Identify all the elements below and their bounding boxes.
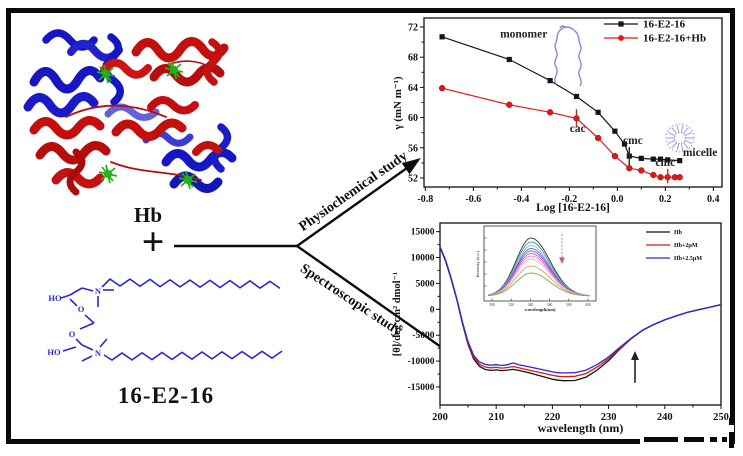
inset-x-tick: 340 xyxy=(528,303,534,307)
annotation-cac: cac xyxy=(570,123,586,135)
surfactant-structure-image: HO O N O HO N xyxy=(47,277,283,362)
x-tick-label: 0.2 xyxy=(659,194,672,205)
x-tick-label: 0.4 xyxy=(707,194,720,205)
x-tick-label: 210 xyxy=(488,412,504,423)
o-bottom-label: O xyxy=(69,329,76,339)
x-tick-label: 200 xyxy=(432,412,448,423)
inset-curve xyxy=(487,258,591,297)
molecule-bonds xyxy=(60,277,283,362)
micelle-drawing xyxy=(665,123,695,153)
y-tick-label: 15000 xyxy=(411,228,435,238)
figure-border xyxy=(6,8,735,444)
border-stub xyxy=(729,418,734,448)
physiochemical-arrow xyxy=(296,167,408,247)
y-tick-label: 10000 xyxy=(411,254,435,264)
x-tick-label: -0.8 xyxy=(417,194,433,205)
y-axis-title: γ (mN m⁻¹) xyxy=(392,76,404,131)
quench-arrowhead xyxy=(559,257,565,264)
inset-y-title: Intensity (a.u.) xyxy=(475,250,480,277)
physiochemical-arrowhead xyxy=(401,157,421,175)
legend-label: Hb xyxy=(674,230,683,236)
inset-x-tick: 300 xyxy=(489,303,495,307)
annotation-micelle: micelle xyxy=(683,147,717,159)
hemoglobin-structure-image xyxy=(23,29,237,196)
inset-x-title: wavelength(nm) xyxy=(525,307,556,312)
y-tick-label: -15000 xyxy=(408,383,435,393)
surface-tension-chart: -0.8 -0.6 -0.4 -0.2 0.0 0.2 0.4 52 56 60 64 68 72 Log… xyxy=(392,17,723,214)
annotation-cmc: cmc xyxy=(623,135,643,147)
inset-x-tick: 380 xyxy=(566,303,572,307)
x-tick-label: 230 xyxy=(601,412,617,423)
inset-x-tick: 400 xyxy=(585,303,591,307)
y-tick-label: 72 xyxy=(408,23,418,34)
fluorescence-inset: 300 320 340 360 380 400 wavelength(nm) Intensit… xyxy=(475,225,597,312)
x-tick-label: 0.0 xyxy=(611,194,624,205)
x-axis-title: Log [16-E2-16] xyxy=(536,202,610,214)
y-tick-label: 52 xyxy=(408,174,418,185)
monomer-drawing xyxy=(554,25,582,87)
spectroscopic-arrow xyxy=(296,245,452,355)
plus-sign: + xyxy=(141,219,165,264)
x-tick-label: 250 xyxy=(713,412,729,423)
plot-frame xyxy=(423,17,723,188)
o-top-label: O xyxy=(78,304,85,314)
axes xyxy=(436,231,722,409)
legend-label: Hb+2μM xyxy=(674,243,698,249)
y-tick-label: 0 xyxy=(430,305,435,315)
legend: 16-E2-16 16-E2-16+Hb xyxy=(604,19,706,45)
annotation-monomer: monomer xyxy=(500,29,547,41)
hb-label: Hb xyxy=(133,203,162,227)
y-axis-title: [θ]/deg cm² dmol⁻¹ xyxy=(392,272,403,356)
inset-curve xyxy=(487,272,591,297)
inset-x-tick: 360 xyxy=(547,303,553,307)
n-bottom-label: N xyxy=(95,348,102,358)
y-tick-label: -5000 xyxy=(412,331,434,341)
x-tick-label: 220 xyxy=(545,412,561,423)
legend-label: Hb+2.5μM xyxy=(674,256,702,262)
surfactant-name-label: 16-E2-16 xyxy=(117,383,215,408)
increase-arrowhead xyxy=(631,350,640,360)
ho-top-label: HO xyxy=(48,293,62,303)
legend-label: 16-E2-16+Hb xyxy=(643,33,706,45)
n-top-label: N xyxy=(95,286,102,296)
cd-spectra-chart: 200 210 220 230 240 250 15000 10000 5000 0 -5000 -1… xyxy=(392,222,729,435)
x-tick-label: -0.2 xyxy=(561,194,577,205)
annotation-cmc: cmc xyxy=(655,157,675,169)
inset-x-tick: 320 xyxy=(509,303,515,307)
border-gap xyxy=(729,425,734,432)
y-tick-label: 64 xyxy=(408,83,418,94)
legend: Hb Hb+2μM Hb+2.5μM xyxy=(646,230,702,262)
ho-bottom-label: HO xyxy=(47,347,61,357)
legend-label: 16-E2-16 xyxy=(643,19,686,31)
series-16-E2-16 xyxy=(439,34,683,164)
inset-curve xyxy=(487,265,591,297)
y-tick-label: -10000 xyxy=(408,357,435,367)
y-tick-label: 56 xyxy=(408,143,418,154)
x-tick-label: 240 xyxy=(657,412,673,423)
y-tick-label: 5000 xyxy=(416,279,435,289)
x-tick-label: -0.6 xyxy=(465,194,481,205)
series-Hb+2.5μM xyxy=(439,246,722,374)
axes xyxy=(420,26,714,191)
x-axis-title: wavelength (nm) xyxy=(538,421,624,435)
watermark-patch xyxy=(640,429,732,451)
y-tick-label: 60 xyxy=(408,113,418,124)
x-tick-label: -0.4 xyxy=(513,194,529,205)
y-tick-label: 68 xyxy=(408,53,418,64)
